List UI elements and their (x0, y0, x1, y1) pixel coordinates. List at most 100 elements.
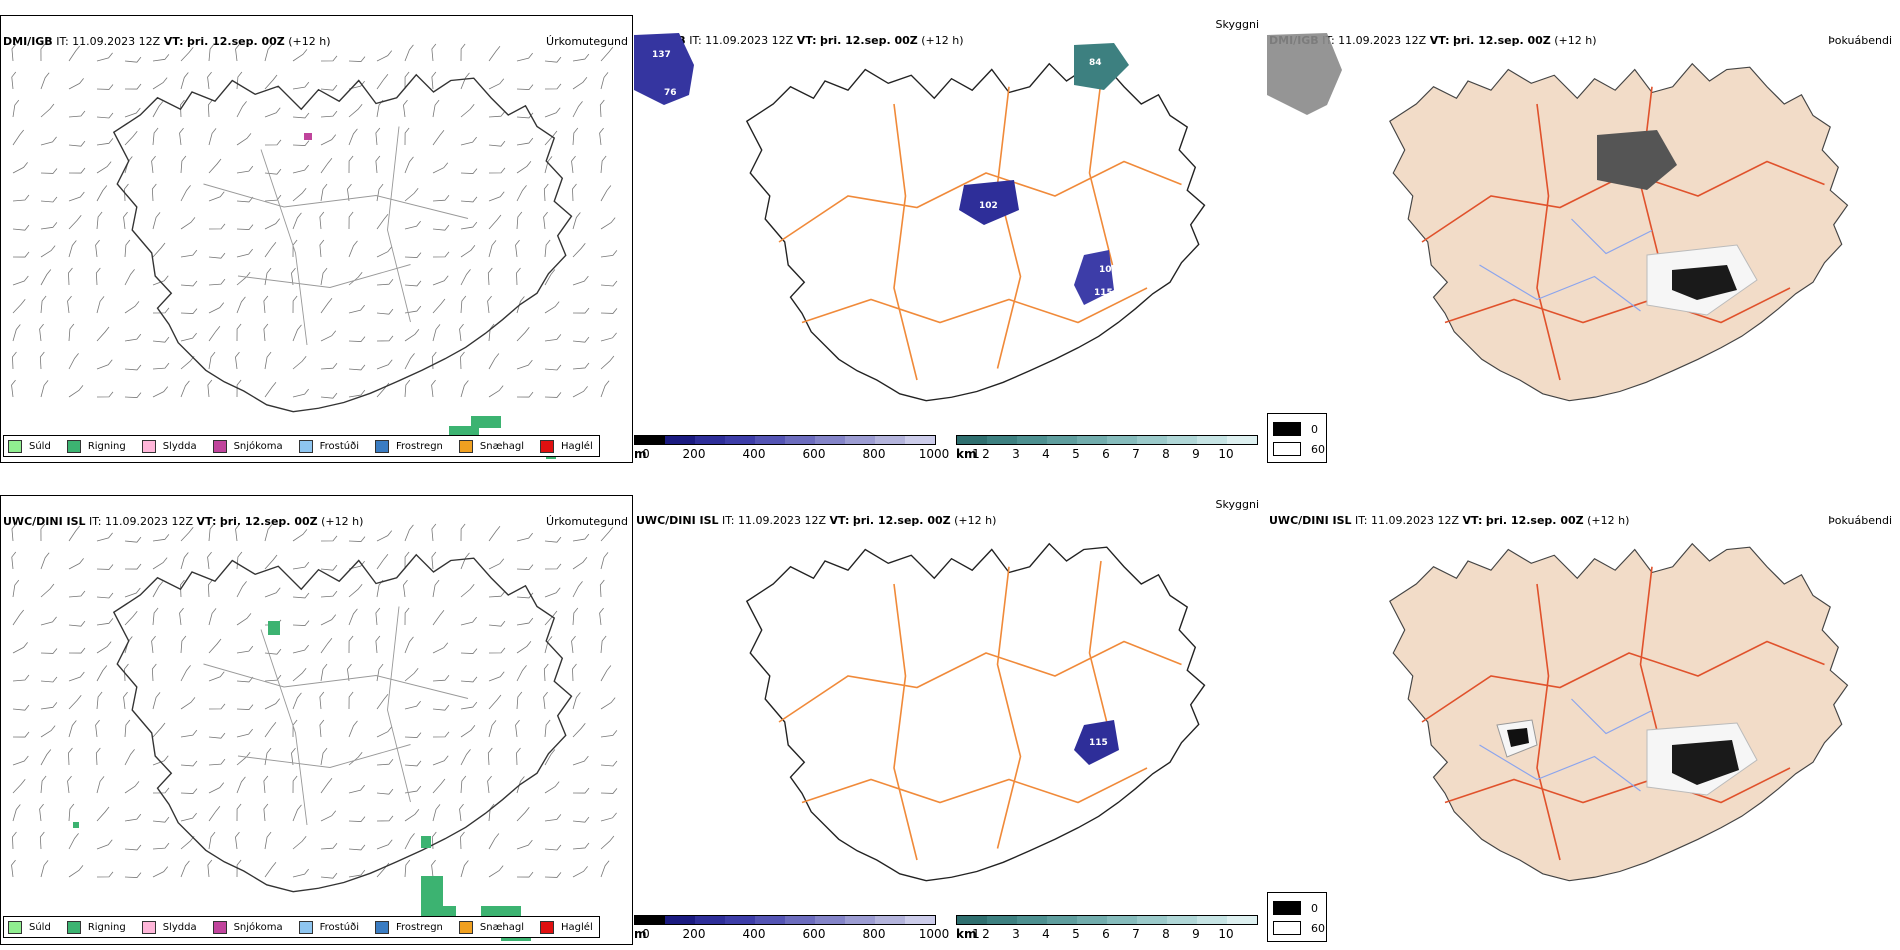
wind-barb (600, 332, 617, 342)
wind-barb (544, 814, 562, 822)
wind-barb (263, 323, 269, 342)
legend-item: Rigning (66, 920, 126, 934)
wind-barb (460, 860, 469, 878)
wind-barb (40, 725, 56, 738)
wind-barb (68, 865, 84, 878)
wind-barb (180, 835, 195, 850)
wind-barb (544, 610, 558, 626)
fog-legend-swatch (1273, 442, 1301, 456)
cloud-blobs (1074, 720, 1119, 765)
panel-title: Skyggni (1215, 18, 1259, 31)
wind-barb (600, 788, 618, 794)
wind-barb (432, 194, 450, 202)
wind-barb (459, 323, 464, 342)
colorbar-segment (785, 916, 815, 924)
cloud-annotation: 102 (979, 201, 998, 211)
wind-barb (236, 704, 254, 710)
wind-barb (404, 220, 421, 230)
wind-barb (572, 533, 590, 542)
wind-barb (460, 351, 465, 370)
wind-barb (544, 587, 561, 598)
wind-barb (68, 747, 73, 766)
legend-item: Slydda (141, 920, 197, 934)
legend-label: Súld (29, 440, 51, 452)
wind-barb (179, 127, 184, 146)
panel-header: UWC/DINI ISL IT: 11.09.2023 12Z VT: þri.… (1269, 514, 1630, 527)
wind-barb (488, 525, 501, 542)
wind-barb (180, 332, 197, 342)
wind-barb (40, 269, 52, 286)
colorbar-strip (634, 435, 936, 445)
wind-barb (404, 524, 414, 542)
legend-label: Snjókoma (233, 440, 283, 452)
wind-barb (404, 668, 419, 682)
wind-barb (68, 695, 82, 710)
wind-barb (516, 691, 523, 710)
wind-barb (151, 635, 156, 654)
wind-barb (516, 871, 534, 878)
wind-barb (208, 703, 226, 710)
legend-label: Snæhagl (479, 921, 525, 933)
colorbar-tick-label: 10 (1218, 927, 1234, 941)
wind-barb (264, 218, 281, 230)
wind-barb (487, 775, 492, 794)
wind-barb (544, 107, 561, 118)
legend-item: Slydda (141, 439, 197, 453)
wind-barb (320, 297, 333, 314)
fog-legend-value: 0 (1311, 901, 1318, 915)
fog-legend-value: 60 (1311, 442, 1325, 456)
wind-barb (11, 379, 16, 398)
wind-barb (572, 183, 577, 202)
colorbar-segment (875, 916, 905, 924)
wind-barb (152, 816, 170, 823)
wind-barb (180, 155, 187, 174)
wind-barb (236, 676, 254, 683)
wind-barb (68, 590, 86, 598)
colorbar-segment (1227, 916, 1257, 924)
wind-barb (208, 278, 226, 286)
wind-barb (432, 224, 450, 231)
panel-header: UWC/DINI ISL IT: 11.09.2023 12Z VT: þri.… (3, 515, 364, 528)
wind-barb (432, 609, 445, 626)
wind-barb (95, 267, 101, 286)
wind-barb (348, 844, 366, 851)
wind-barb (124, 719, 131, 738)
cloud-base-colorbar: m 0 200 400 600 800 1000 (634, 915, 949, 941)
wind-barb (543, 691, 548, 710)
wind-barb (180, 760, 198, 767)
wind-barb (432, 579, 440, 598)
wind-barb (600, 697, 616, 710)
wind-barb (180, 249, 198, 258)
wind-barb (572, 816, 590, 823)
colorbar-tick-label: 9 (1192, 447, 1200, 461)
wind-barb (12, 609, 24, 626)
wind-barb (68, 140, 86, 147)
wind-barb (572, 787, 590, 794)
wind-barb (96, 691, 103, 710)
wind-barb (12, 324, 21, 342)
wind-barb (180, 788, 198, 794)
colorbar-tick-label: 3 (1012, 927, 1020, 941)
wind-barb (12, 99, 20, 118)
colorbar-segment (1197, 916, 1227, 924)
colorbar-tick-label: 7 (1132, 447, 1140, 461)
wind-barb (488, 833, 500, 850)
wind-barb (12, 194, 30, 202)
wind-barb (264, 139, 282, 146)
wind-barb (600, 812, 617, 822)
wind-barb (571, 155, 576, 174)
wind-barb (68, 110, 86, 118)
wind-barb (600, 860, 610, 878)
wind-barb (292, 49, 308, 62)
wind-barb (404, 607, 410, 626)
wind-barb (12, 224, 30, 231)
legend-swatch (298, 439, 313, 453)
wind-barb (96, 185, 108, 202)
wind-barb (180, 860, 190, 878)
wind-barb (263, 295, 269, 314)
colorbar-segment (987, 916, 1017, 924)
wind-barb (516, 641, 532, 654)
wind-barb (208, 608, 217, 626)
wind-barb (40, 136, 57, 146)
colorbar-segment (755, 916, 785, 924)
